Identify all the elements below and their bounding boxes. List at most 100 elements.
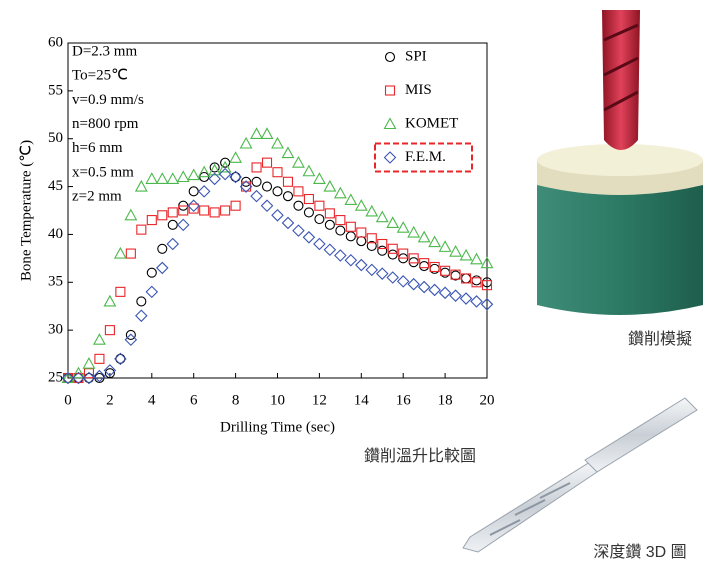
marker <box>262 128 273 138</box>
x-tick-label: 2 <box>106 392 114 408</box>
marker <box>147 268 156 277</box>
marker <box>366 206 377 216</box>
marker <box>157 262 168 273</box>
marker <box>336 226 345 235</box>
page: 鑽削溫升比較圖 鑽削模擬 深度鑽 3D 圖 253035404550556002… <box>0 0 705 565</box>
marker <box>157 173 168 183</box>
marker <box>325 209 334 218</box>
x-tick-label: 18 <box>438 392 453 408</box>
marker <box>398 222 409 232</box>
caption: 深度鑽 3D 圖 <box>593 543 686 561</box>
y-tick-label: 50 <box>48 130 63 146</box>
marker <box>262 200 273 211</box>
legend-label: F.E.M. <box>405 149 446 165</box>
marker <box>461 250 472 260</box>
marker <box>158 211 167 220</box>
marker <box>293 157 304 167</box>
marker <box>210 208 219 217</box>
annotation: h=6 mm <box>72 140 123 156</box>
y-tick-label: 55 <box>48 82 63 98</box>
marker <box>398 276 409 287</box>
y-tick-label: 40 <box>48 226 63 242</box>
marker <box>263 158 272 167</box>
marker <box>304 195 313 204</box>
marker <box>462 274 471 283</box>
marker <box>95 354 104 363</box>
marker <box>377 268 388 279</box>
marker <box>251 191 262 202</box>
marker <box>408 279 419 290</box>
marker <box>282 148 293 158</box>
marker <box>200 206 209 215</box>
x-tick-label: 14 <box>354 392 370 408</box>
marker <box>115 248 126 258</box>
x-tick-label: 16 <box>396 392 412 408</box>
marker <box>199 186 210 197</box>
marker <box>168 208 177 217</box>
marker <box>388 250 397 259</box>
marker <box>178 219 189 230</box>
marker <box>189 187 198 196</box>
marker <box>419 232 430 242</box>
marker <box>315 215 324 224</box>
marker <box>430 262 439 271</box>
marker <box>450 246 461 256</box>
marker <box>252 163 261 172</box>
x-tick-label: 20 <box>480 392 495 408</box>
marker <box>188 200 199 211</box>
marker <box>366 264 377 275</box>
marker <box>336 216 345 225</box>
marker <box>136 181 147 191</box>
marker <box>147 216 156 225</box>
marker <box>471 254 482 264</box>
x-tick-label: 4 <box>148 392 156 408</box>
legend-marker <box>385 152 396 163</box>
marker <box>377 212 388 222</box>
marker <box>188 170 199 180</box>
marker <box>324 244 335 255</box>
marker <box>104 296 115 306</box>
marker <box>472 278 481 287</box>
x-tick-label: 0 <box>64 392 72 408</box>
marker <box>126 249 135 258</box>
annotation: v=0.9 mm/s <box>72 92 144 108</box>
legend-label: MIS <box>405 82 432 98</box>
marker <box>231 173 240 182</box>
marker <box>471 296 482 307</box>
marker <box>335 188 346 198</box>
y-tick-label: 45 <box>48 178 63 194</box>
marker <box>440 287 451 298</box>
marker <box>345 194 356 204</box>
marker <box>420 262 429 271</box>
marker <box>83 358 94 368</box>
marker <box>315 201 324 210</box>
marker <box>429 237 440 247</box>
annotation: x=0.5 mm <box>72 164 134 180</box>
marker <box>116 354 125 363</box>
marker <box>345 255 356 266</box>
legend-marker <box>385 119 396 129</box>
marker <box>441 268 450 277</box>
marker <box>324 181 335 191</box>
marker <box>356 200 367 210</box>
marker <box>314 173 325 183</box>
legend-marker <box>386 86 395 95</box>
y-tick-label: 35 <box>48 274 63 290</box>
marker <box>440 241 451 251</box>
x-tick-label: 6 <box>190 392 198 408</box>
marker <box>461 293 472 304</box>
marker <box>303 166 314 176</box>
marker <box>325 220 334 229</box>
x-axis-label: Drilling Time (sec) <box>220 419 335 435</box>
marker <box>282 217 293 228</box>
marker <box>346 222 355 231</box>
legend-marker <box>386 53 395 62</box>
marker <box>357 237 366 246</box>
y-tick-label: 60 <box>48 34 63 50</box>
marker <box>450 290 461 301</box>
marker <box>105 326 114 335</box>
marker <box>241 138 252 148</box>
marker <box>168 220 177 229</box>
annotation: To=25℃ <box>72 68 128 84</box>
